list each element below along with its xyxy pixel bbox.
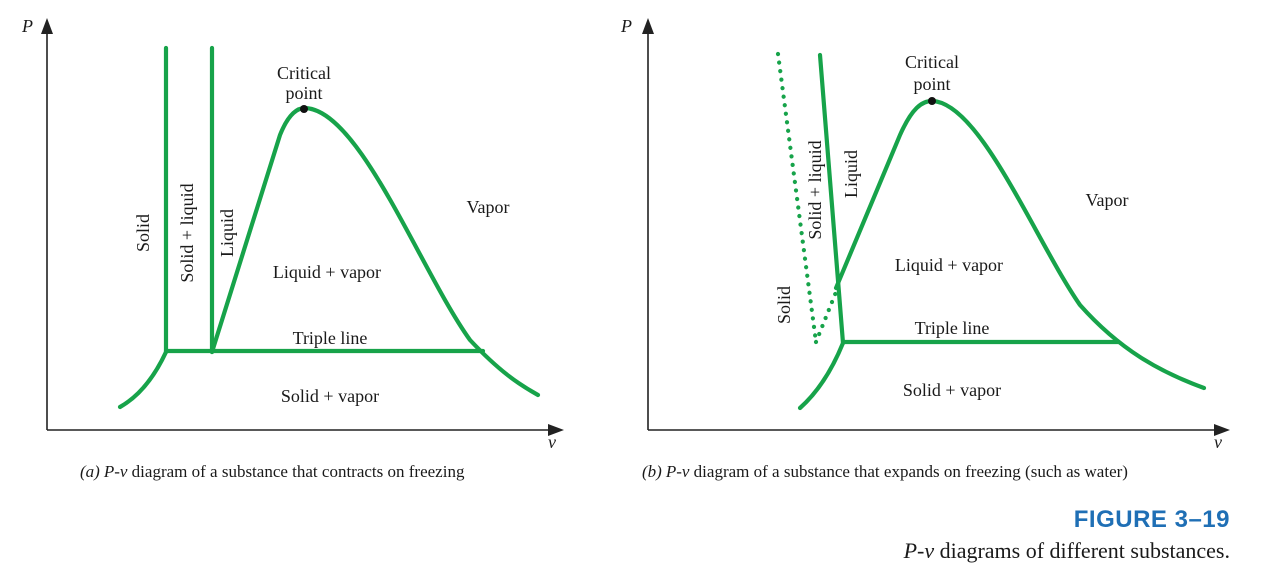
panel-a-liquid-vapor-label: Liquid + vapor (273, 262, 381, 282)
panel-b-saturation-dome (833, 98, 1207, 391)
panel-b-caption-text: diagram of a substance that expands on f… (689, 462, 1128, 481)
panel-a-x-axis-label: v (548, 432, 556, 452)
panel-a-saturation-dome (209, 105, 541, 398)
figure-caption-var: P-v (903, 538, 935, 563)
figure-caption-text: diagrams of different substances. (934, 538, 1230, 563)
panel-b-dotted-solid-boundary (775, 51, 819, 345)
panel-a-y-axis-label: P (21, 16, 33, 36)
panel-b-critical-label-1: Critical (905, 52, 959, 72)
panel-b-critical-point (928, 97, 936, 105)
panel-b-solid-label: Solid (774, 286, 794, 324)
panel-b-solid-vapor-label: Solid + vapor (903, 380, 1001, 400)
panel-a-solid-liquid-label: Solid + liquid (177, 183, 197, 282)
panel-b-caption: (b) P-v diagram of a substance that expan… (642, 462, 1128, 481)
panel-b-caption-tag: (b) (642, 462, 662, 481)
panel-b-critical-label-2: point (913, 74, 950, 94)
panel-a-vapor-label: Vapor (467, 197, 510, 217)
panel-a-solid-label: Solid (133, 214, 153, 252)
panel-b-triple-line-label: Triple line (915, 318, 990, 338)
panel-b-liquid-label: Liquid (841, 150, 861, 198)
panel-a-x-axis-arrow (548, 424, 564, 436)
panel-a-caption-text: diagram of a substance that contracts on… (127, 462, 465, 481)
panel-a-y-axis-arrow (41, 18, 53, 34)
panel-a-solid-vapor-label: Solid + vapor (281, 386, 379, 406)
panel-a-caption: (a) P-v diagram of a substance that contr… (80, 462, 465, 481)
panel-b-y-axis-label: P (620, 16, 632, 36)
panel-a-sublimation-curve (117, 349, 169, 410)
panel-a-liquid-label: Liquid (217, 209, 237, 257)
panel-b-y-axis-arrow (642, 18, 654, 34)
panel-b-x-axis-arrow (1214, 424, 1230, 436)
panel-b-liquid-vapor-label: Liquid + vapor (895, 255, 1003, 275)
panel-a-triple-line-label: Triple line (293, 328, 368, 348)
panel-b-sublimation-curve (797, 340, 846, 411)
panel-b-dotted-hook (813, 284, 841, 345)
panel-a-caption-var: P-v (103, 462, 128, 481)
panel-b-x-axis-label: v (1214, 432, 1222, 452)
panel-a-critical-point (300, 105, 308, 113)
panel-a-critical-label-2: point (285, 83, 322, 103)
panel-a-caption-tag: (a) (80, 462, 100, 481)
panel-b: P v Critical point Solid Solid + liquid … (620, 16, 1230, 481)
panel-a: P v Critical point Solid Solid + liquid … (21, 16, 564, 481)
figure-number: FIGURE 3–19 (1073, 506, 1230, 533)
panel-b-solid-liquid-boundary (817, 52, 846, 346)
panel-b-vapor-label: Vapor (1086, 190, 1129, 210)
figure-caption: P-v diagrams of different substances. (904, 538, 1230, 564)
panel-b-solid-liquid-label: Solid + liquid (805, 140, 825, 239)
panel-b-caption-var: P-v (665, 462, 690, 481)
panel-a-critical-label-1: Critical (277, 63, 331, 83)
